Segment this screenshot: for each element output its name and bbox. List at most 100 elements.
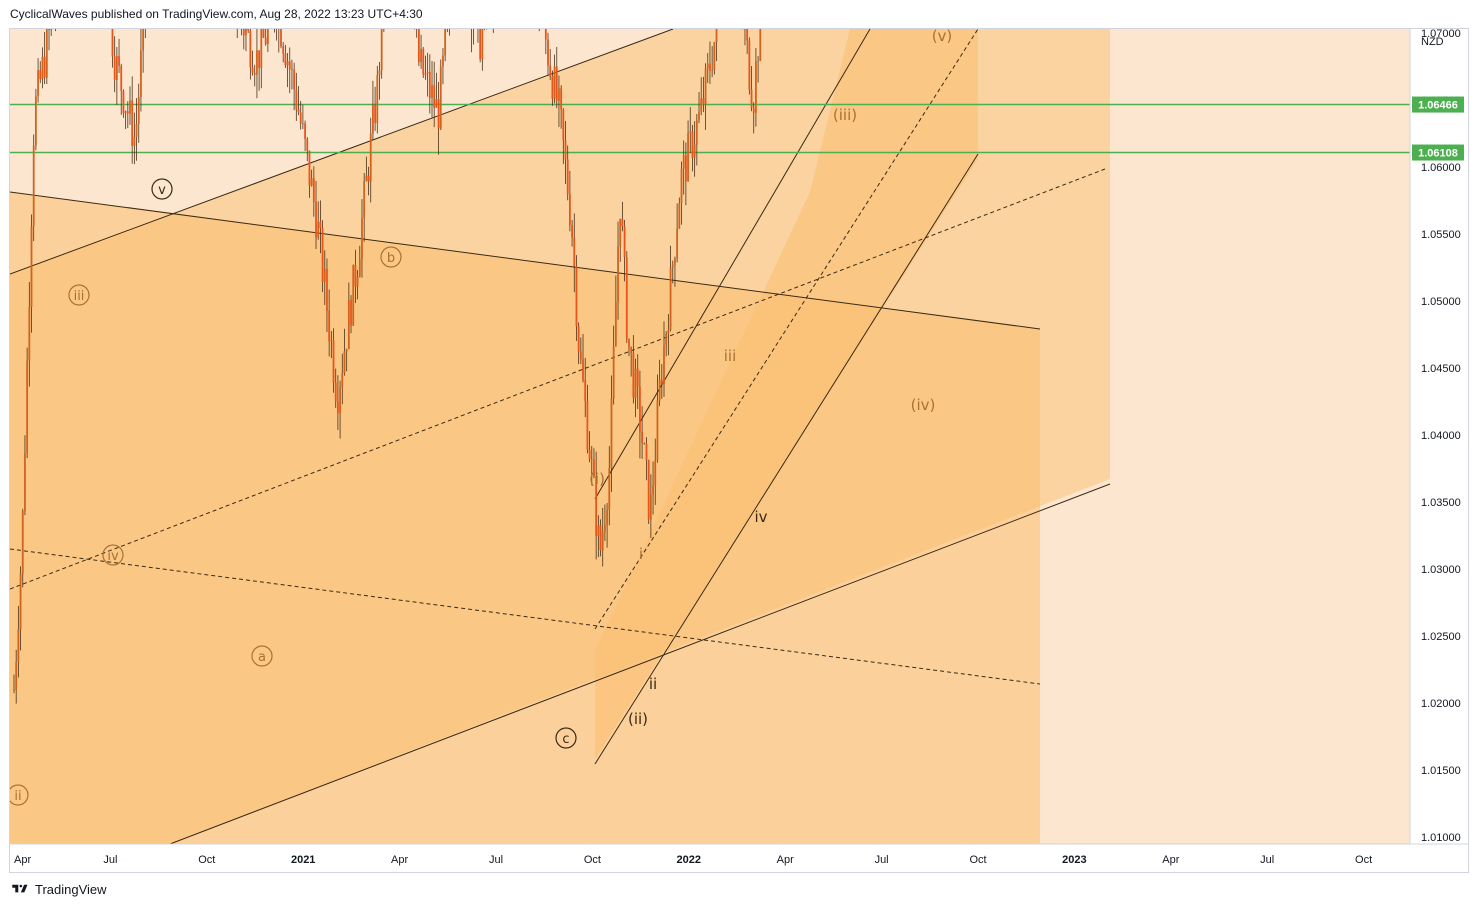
candle-body xyxy=(326,268,328,311)
candle-body xyxy=(562,109,565,141)
candle-body xyxy=(645,443,648,461)
candle-body xyxy=(643,443,646,445)
candle-body xyxy=(15,661,18,691)
wave-label-circle xyxy=(151,178,173,200)
candle-body xyxy=(374,104,377,124)
price-scale-background xyxy=(1410,29,1468,872)
candle-body xyxy=(687,132,689,182)
time-tick-label: Jul xyxy=(875,854,889,866)
candle-body xyxy=(354,264,357,287)
candle-body xyxy=(288,61,291,70)
candle-body xyxy=(625,257,628,339)
candle-body xyxy=(568,194,571,226)
time-tick-label: Apr xyxy=(1162,854,1179,866)
candle-body xyxy=(619,218,622,247)
candle-body xyxy=(715,29,718,43)
wave-label-circle xyxy=(251,645,273,667)
candle-body xyxy=(558,88,560,101)
price-tick-label: 1.04000 xyxy=(1421,430,1461,442)
candle-body xyxy=(713,42,716,71)
candle-body xyxy=(426,71,429,74)
candle-body xyxy=(137,96,140,124)
candle-body xyxy=(242,29,245,36)
candle-body xyxy=(131,100,134,147)
price-level-badge xyxy=(1412,96,1464,113)
footer: TradingView xyxy=(10,880,107,898)
candle-body xyxy=(315,201,317,238)
candle-body xyxy=(680,168,683,203)
candle-body xyxy=(328,310,331,342)
candle-body xyxy=(30,226,33,308)
wave-label-circle xyxy=(10,784,29,806)
price-tick-label: 1.02000 xyxy=(1421,698,1461,710)
footer-brand[interactable]: TradingView xyxy=(35,881,107,897)
publish-info: CyclicalWaves published on TradingView.c… xyxy=(10,7,423,21)
candle-body xyxy=(608,468,611,510)
candle-body xyxy=(704,68,707,105)
candle-body xyxy=(428,71,431,99)
candle-body xyxy=(330,340,333,342)
wave-label-circle xyxy=(68,284,90,306)
candle-body xyxy=(601,531,604,551)
candle-body xyxy=(634,368,637,398)
candle-body xyxy=(308,150,311,186)
candle-body xyxy=(746,29,749,41)
candle-body xyxy=(135,123,138,137)
candle-body xyxy=(630,347,633,353)
wave-label: iv xyxy=(107,549,119,564)
candle-body xyxy=(118,56,120,66)
candle-body xyxy=(614,302,617,347)
candle-body xyxy=(599,525,602,551)
candle-body xyxy=(304,123,306,139)
candle-body xyxy=(129,100,131,114)
candle-body xyxy=(759,29,762,61)
candle-body xyxy=(343,351,346,374)
candle-body xyxy=(312,178,315,202)
candle-body xyxy=(757,60,760,62)
time-tick-label: Oct xyxy=(584,854,601,866)
candle-body xyxy=(632,352,635,398)
price-level-badge xyxy=(1412,144,1464,161)
wave-label-circle xyxy=(555,727,577,749)
candle-body xyxy=(549,65,552,77)
candle-body xyxy=(301,123,304,125)
candle-body xyxy=(641,431,644,444)
candle-body xyxy=(621,218,624,227)
price-tick-label: 1.03500 xyxy=(1421,497,1461,509)
candle-body xyxy=(19,573,22,630)
impulse-channel-band xyxy=(595,29,978,759)
candle-body xyxy=(435,99,438,108)
price-tick-label: 1.05000 xyxy=(1421,296,1461,308)
candle-body xyxy=(654,460,657,486)
candle-body xyxy=(13,689,15,691)
candle-body xyxy=(284,53,287,66)
candle-body xyxy=(573,237,576,267)
candle-body xyxy=(610,398,613,469)
candle-body xyxy=(142,29,145,51)
candle-body xyxy=(551,76,554,99)
candle-body xyxy=(39,70,42,80)
candle-body xyxy=(676,228,679,259)
candle-body xyxy=(126,111,129,114)
price-chart[interactable]: viiiiviiabc(i)(ii)(iii)(iv)(v)iiiiiiivNZ… xyxy=(10,29,1469,873)
time-tick-label: Jul xyxy=(1260,854,1274,866)
candle-body xyxy=(249,30,252,68)
lower-dashed-line xyxy=(10,548,1041,685)
time-tick-label: Jul xyxy=(489,854,503,866)
candle-body xyxy=(709,63,711,71)
candle-body xyxy=(43,56,46,78)
candle-body xyxy=(140,50,142,97)
candle-body xyxy=(32,145,35,227)
price-tick-label: 1.01000 xyxy=(1421,832,1461,844)
candle-body xyxy=(595,476,598,537)
candle-body xyxy=(667,329,670,334)
wave-label: iv xyxy=(754,508,767,526)
candle-body xyxy=(34,96,37,146)
candle-body xyxy=(341,373,344,388)
chart-panel[interactable]: v iii iv ii a b c (i) (ii) (iii) (iv) (v) i ii iii iv NZ… xyxy=(9,28,1469,873)
candle-body xyxy=(345,349,348,352)
wave-label: ii xyxy=(649,675,657,693)
candle-body xyxy=(695,120,698,145)
candle-body xyxy=(365,175,368,182)
candle-body xyxy=(433,85,436,108)
